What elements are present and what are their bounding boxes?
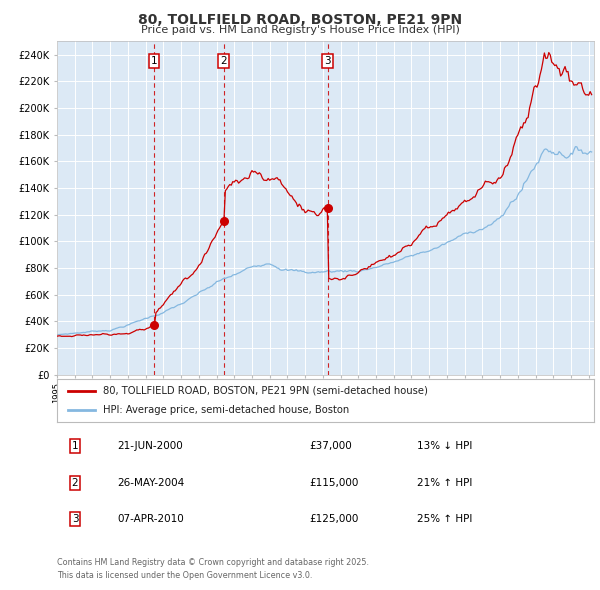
Text: 2: 2 [71, 478, 79, 487]
Text: 2: 2 [220, 56, 227, 66]
Text: HPI: Average price, semi-detached house, Boston: HPI: Average price, semi-detached house,… [103, 405, 349, 415]
Text: 21-JUN-2000: 21-JUN-2000 [117, 441, 183, 451]
Text: 80, TOLLFIELD ROAD, BOSTON, PE21 9PN (semi-detached house): 80, TOLLFIELD ROAD, BOSTON, PE21 9PN (se… [103, 386, 428, 396]
Text: 13% ↓ HPI: 13% ↓ HPI [417, 441, 472, 451]
Text: 3: 3 [325, 56, 331, 66]
Text: 80, TOLLFIELD ROAD, BOSTON, PE21 9PN: 80, TOLLFIELD ROAD, BOSTON, PE21 9PN [138, 13, 462, 27]
Text: 25% ↑ HPI: 25% ↑ HPI [417, 514, 472, 524]
Text: 26-MAY-2004: 26-MAY-2004 [117, 478, 184, 487]
Text: 1: 1 [71, 441, 79, 451]
Text: £125,000: £125,000 [309, 514, 358, 524]
Text: Contains HM Land Registry data © Crown copyright and database right 2025.: Contains HM Land Registry data © Crown c… [57, 558, 369, 566]
Text: 21% ↑ HPI: 21% ↑ HPI [417, 478, 472, 487]
Text: 3: 3 [71, 514, 79, 524]
Text: 1: 1 [151, 56, 157, 66]
Text: This data is licensed under the Open Government Licence v3.0.: This data is licensed under the Open Gov… [57, 571, 313, 579]
Text: £115,000: £115,000 [309, 478, 358, 487]
Text: 07-APR-2010: 07-APR-2010 [117, 514, 184, 524]
Text: £37,000: £37,000 [309, 441, 352, 451]
Text: Price paid vs. HM Land Registry's House Price Index (HPI): Price paid vs. HM Land Registry's House … [140, 25, 460, 35]
